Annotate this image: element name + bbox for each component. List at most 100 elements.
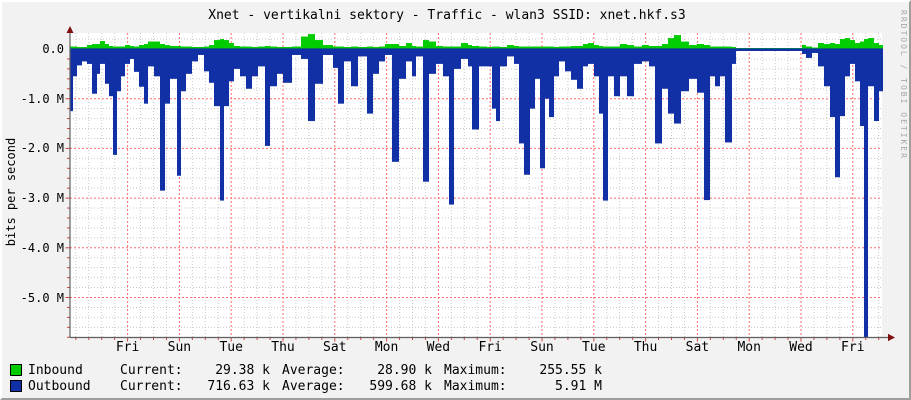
- inbound-area-segment: [192, 47, 198, 49]
- inbound-area-segment: [109, 46, 113, 49]
- inbound-area-segment: [662, 44, 668, 49]
- inbound-area-segment: [454, 46, 461, 49]
- outbound-area-segment: [603, 48, 608, 201]
- x-tick-label: Fri: [115, 340, 140, 355]
- outbound-area-segment: [144, 48, 148, 104]
- inbound-area-segment: [860, 41, 864, 49]
- outbound-area-segment: [655, 48, 662, 144]
- outbound-area-segment: [117, 48, 121, 92]
- outbound-area-segment: [514, 48, 519, 64]
- outbound-area-segment: [540, 48, 545, 169]
- outbound-area-segment: [436, 48, 443, 64]
- outbound-area-segment: [496, 48, 500, 122]
- legend-value-current: 29.38 k: [215, 362, 270, 378]
- inbound-area-segment: [519, 46, 524, 49]
- inbound-area-segment: [265, 46, 270, 49]
- x-tick-label: Sun: [530, 340, 554, 355]
- inbound-area-segment: [204, 46, 209, 49]
- legend-series-name: Inbound: [28, 362, 83, 378]
- outbound-area-segment: [812, 48, 818, 53]
- inbound-area-segment: [599, 46, 603, 49]
- inbound-area-segment: [82, 47, 87, 49]
- inbound-area-segment: [614, 46, 620, 49]
- outbound-area-segment: [423, 48, 429, 182]
- outbound-area-segment: [224, 48, 229, 107]
- inbound-area-segment: [77, 47, 82, 49]
- x-tick-label: Mon: [374, 340, 399, 355]
- inbound-area-segment: [720, 46, 725, 49]
- inbound-area-segment: [496, 46, 500, 49]
- outbound-area-segment: [130, 48, 134, 59]
- inbound-area-segment: [818, 43, 824, 49]
- outbound-area-segment: [642, 48, 649, 62]
- inbound-area-segment: [105, 44, 109, 49]
- x-tick-label: Tue: [582, 340, 606, 355]
- outbound-area-segment: [855, 48, 860, 82]
- outbound-area-segment: [704, 48, 710, 201]
- outbound-area-segment: [283, 48, 292, 83]
- outbound-area-segment: [392, 48, 399, 162]
- outbound-area-segment: [109, 48, 113, 97]
- legend-row-outbound: Outbound Current: 716.63 k Average: 599.68 k…: [10, 378, 602, 394]
- outbound-area-segment: [845, 48, 850, 77]
- outbound-area-segment: [559, 48, 565, 62]
- inbound-area-segment: [608, 46, 614, 49]
- inbound-area-segment: [588, 43, 594, 49]
- inbound-area-segment: [224, 40, 229, 49]
- outbound-area-segment: [186, 48, 192, 74]
- outbound-area-segment: [344, 48, 351, 62]
- graph-title: Xnet - vertikalni sektory - Traffic - wl…: [208, 8, 686, 23]
- legend-swatch-outbound: [10, 380, 22, 392]
- inbound-area-segment: [571, 46, 577, 49]
- legend-key-average: Average:: [282, 362, 345, 378]
- outbound-area-segment: [234, 48, 240, 69]
- outbound-area-segment: [148, 48, 154, 67]
- x-tick-label: Sun: [167, 340, 192, 355]
- outbound-area-segment: [824, 48, 830, 87]
- y-tick-label: -5.0 M: [20, 290, 64, 305]
- outbound-area-segment: [139, 48, 144, 87]
- inbound-area-segment: [620, 44, 627, 49]
- inbound-area-segment: [416, 46, 423, 49]
- outbound-area-segment: [113, 48, 117, 155]
- outbound-area-segment: [668, 48, 674, 114]
- outbound-area-segment: [530, 48, 535, 109]
- y-tick-label: -4.0 M: [20, 240, 64, 255]
- outbound-area-segment: [806, 48, 812, 58]
- outbound-area-segment: [500, 48, 507, 67]
- inbound-area-segment: [367, 46, 373, 49]
- outbound-area-segment: [416, 48, 423, 57]
- inbound-area-segment: [412, 46, 416, 49]
- x-tick-label: Wed: [426, 340, 451, 355]
- outbound-area-segment: [406, 48, 412, 62]
- inbound-area-segment: [315, 40, 323, 49]
- outbound-area-segment: [868, 48, 874, 87]
- inbound-area-segment: [845, 38, 850, 49]
- inbound-area-segment: [148, 41, 154, 49]
- x-tick-label: Sat: [685, 340, 710, 355]
- legend-value-average: 28.90 k: [377, 362, 432, 378]
- inbound-area-segment: [125, 45, 130, 49]
- outbound-area-segment: [105, 48, 109, 84]
- legend: Inbound Current: 29.38 k Average: 28.90 k Max…: [10, 362, 602, 394]
- inbound-area-segment: [472, 46, 479, 49]
- outbound-area-segment: [181, 48, 186, 92]
- legend-value-average: 599.68 k: [369, 378, 432, 394]
- outbound-area-segment: [292, 48, 301, 55]
- inbound-area-segment: [704, 45, 710, 49]
- outbound-area-segment: [835, 48, 840, 178]
- outbound-area-segment: [720, 48, 725, 77]
- inbound-area-segment: [214, 40, 220, 49]
- outbound-area-segment: [100, 48, 105, 64]
- y-tick-label: 0.0: [42, 42, 64, 56]
- inbound-area-segment: [627, 45, 634, 49]
- outbound-area-segment: [634, 48, 642, 64]
- inbound-area-segment: [689, 45, 697, 49]
- inbound-area-segment: [87, 45, 92, 49]
- outbound-area-segment: [554, 48, 559, 77]
- inbound-area-segment: [181, 46, 186, 49]
- inbound-area-segment: [559, 46, 565, 49]
- inbound-area-segment: [170, 46, 177, 49]
- inbound-area-segment: [139, 45, 144, 49]
